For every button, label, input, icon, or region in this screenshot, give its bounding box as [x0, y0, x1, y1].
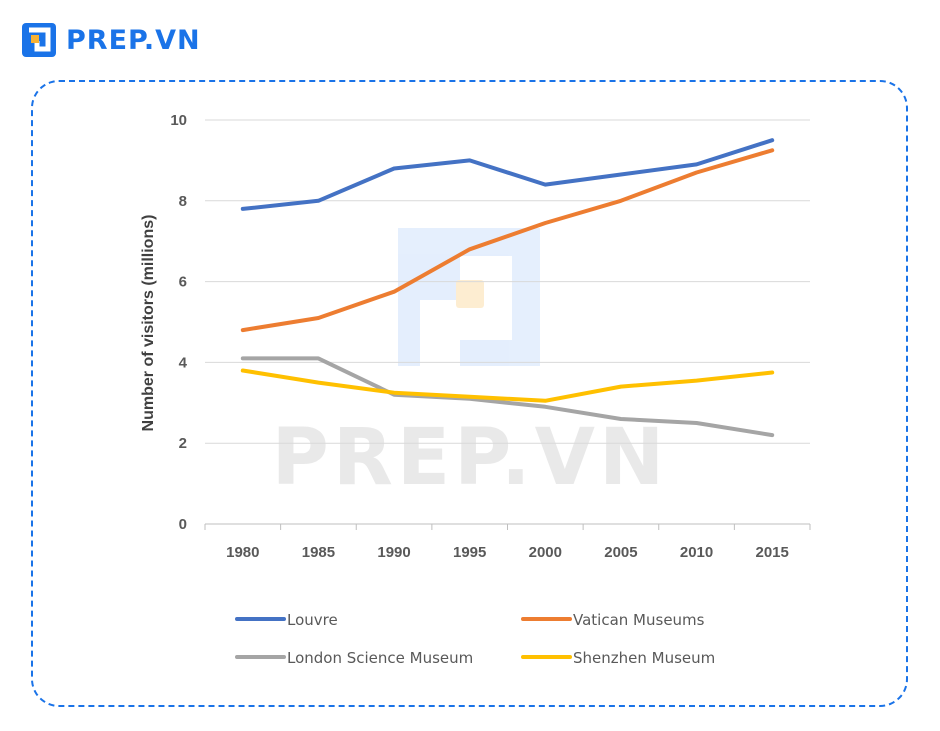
- y-tick-label: 6: [179, 274, 187, 291]
- brand-header: PREP.VN: [20, 20, 201, 60]
- y-tick-label: 10: [170, 112, 187, 129]
- y-axis-title: Number of visitors (millions): [140, 215, 157, 432]
- x-tick-label: 2000: [529, 544, 562, 561]
- x-tick-label: 2015: [756, 544, 789, 561]
- series-line-vatican-museums: [240, 148, 775, 333]
- y-tick-label: 8: [179, 193, 187, 210]
- x-tick-label: 1980: [226, 544, 259, 561]
- x-tick-label: 2010: [680, 544, 713, 561]
- x-tick-label: 1985: [302, 544, 335, 561]
- legend-label-shenzhen-museum: Shenzhen Museum: [573, 649, 715, 667]
- brand-name: PREP.VN: [66, 24, 201, 56]
- watermark: PREP.VN: [272, 228, 669, 503]
- y-tick-label: 0: [179, 516, 187, 533]
- x-tick-label: 1995: [453, 544, 486, 561]
- prep-logo-icon: [22, 23, 56, 57]
- series-line-london-science-museum: [240, 356, 775, 438]
- legend-label-louvre: Louvre: [287, 611, 338, 629]
- y-tick-label: 4: [179, 354, 188, 371]
- x-tick-label: 1990: [377, 544, 410, 561]
- x-tick-label: 2005: [604, 544, 637, 561]
- series-line-shenzhen-museum: [240, 368, 775, 403]
- chart-frame: [31, 80, 908, 707]
- series-line-louvre: [240, 138, 775, 211]
- legend-label-vatican-museums: Vatican Museums: [573, 611, 705, 629]
- watermark-text: PREP.VN: [272, 413, 669, 503]
- legend-label-london-science-museum: London Science Museum: [287, 649, 473, 667]
- y-tick-label: 2: [179, 435, 187, 452]
